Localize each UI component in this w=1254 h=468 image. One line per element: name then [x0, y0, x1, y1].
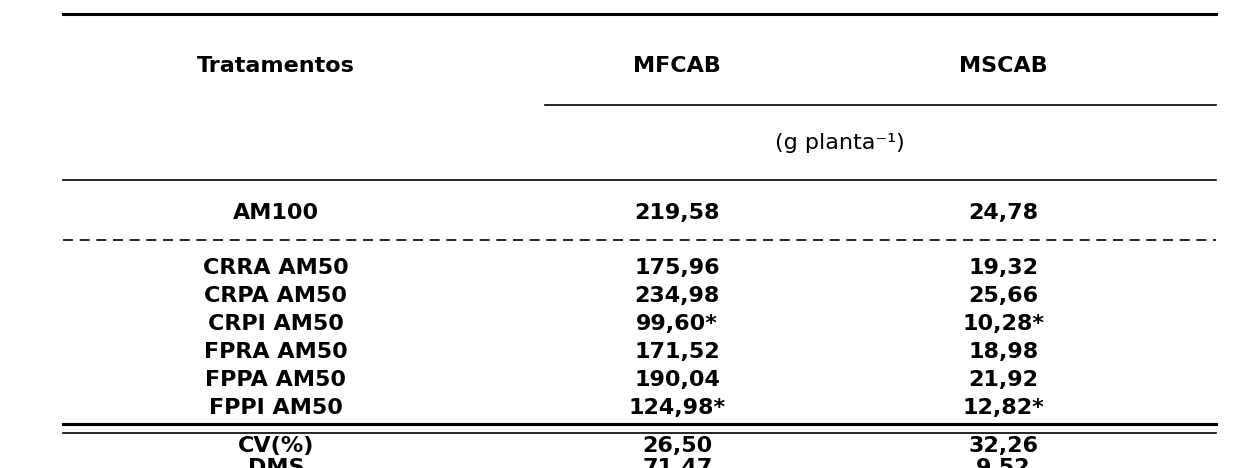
Text: MSCAB: MSCAB [959, 56, 1047, 75]
Text: 10,28*: 10,28* [962, 314, 1045, 334]
Text: 24,78: 24,78 [968, 203, 1038, 223]
Text: 99,60*: 99,60* [636, 314, 719, 334]
Text: 124,98*: 124,98* [628, 398, 726, 418]
Text: FPPA AM50: FPPA AM50 [206, 370, 346, 390]
Text: (g planta⁻¹): (g planta⁻¹) [775, 133, 905, 153]
Text: CRPA AM50: CRPA AM50 [204, 286, 347, 306]
Text: 219,58: 219,58 [635, 203, 720, 223]
Text: 19,32: 19,32 [968, 258, 1038, 278]
Text: 190,04: 190,04 [635, 370, 720, 390]
Text: FPRA AM50: FPRA AM50 [204, 342, 347, 362]
Text: 175,96: 175,96 [635, 258, 720, 278]
Text: AM100: AM100 [233, 203, 319, 223]
Text: 25,66: 25,66 [968, 286, 1038, 306]
Text: 171,52: 171,52 [635, 342, 720, 362]
Text: 18,98: 18,98 [968, 342, 1038, 362]
Text: 71,47: 71,47 [642, 458, 712, 468]
Text: DMS: DMS [247, 458, 305, 468]
Text: 32,26: 32,26 [968, 436, 1038, 456]
Text: Tratamentos: Tratamentos [197, 56, 355, 75]
Text: FPPI AM50: FPPI AM50 [209, 398, 342, 418]
Text: 12,82*: 12,82* [962, 398, 1045, 418]
Text: 234,98: 234,98 [635, 286, 720, 306]
Text: CV(%): CV(%) [238, 436, 314, 456]
Text: 21,92: 21,92 [968, 370, 1038, 390]
Text: CRPI AM50: CRPI AM50 [208, 314, 344, 334]
Text: MFCAB: MFCAB [633, 56, 721, 75]
Text: CRRA AM50: CRRA AM50 [203, 258, 349, 278]
Text: 9,52: 9,52 [976, 458, 1031, 468]
Text: 26,50: 26,50 [642, 436, 712, 456]
